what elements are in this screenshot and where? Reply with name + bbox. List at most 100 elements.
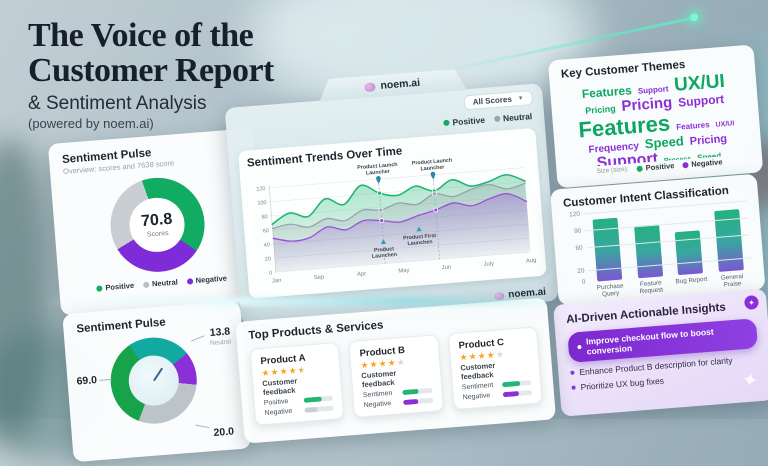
bar-track [501, 380, 532, 388]
bar-fill [501, 380, 521, 388]
svg-text:Apr: Apr [357, 271, 367, 278]
svg-text:100: 100 [257, 200, 267, 207]
product-card: Product A ★★★★★ Customer feedback Positive N… [249, 341, 345, 426]
svg-text:Jun: Jun [441, 265, 451, 272]
callout-line [190, 335, 205, 342]
svg-text:Aug: Aug [526, 258, 537, 265]
intent-x-label: Feature Request [639, 279, 664, 296]
dashboard-scene: Sentiment Pulse Overview: scores and 763… [61, 44, 768, 444]
sparkle-badge-icon: ✦ [743, 294, 759, 310]
bullet-dot-icon [577, 344, 582, 350]
product-sentiment-bar: Negative [264, 405, 334, 417]
intent-bar [675, 230, 704, 276]
scores-filter-dropdown[interactable]: All Scores ▼ [463, 90, 534, 111]
browser-tab[interactable]: noem.ai [318, 68, 467, 102]
bar-label: Positive [263, 398, 289, 408]
legend-dot-icon [142, 281, 150, 288]
brand-name: noem.ai [380, 76, 421, 92]
report-title: The Voice of the Customer Report [28, 17, 274, 90]
bar-label: Sentiment [461, 381, 494, 392]
svg-text:May: May [398, 268, 410, 275]
bar-fill [403, 398, 419, 406]
bar-fill [304, 406, 319, 413]
intent-classification-card: Customer Intent Classification 0 20 60 90 12… [550, 173, 766, 306]
theme-word-cloud: Features Support UX/UIPricing Pricing Suppor… [562, 70, 750, 169]
legend-item: Positive [96, 281, 134, 293]
decorative-light-beam [40, 297, 560, 306]
star-icon: ★ [495, 348, 506, 360]
bullet-dot-icon [570, 370, 575, 375]
bar-track [403, 397, 434, 406]
trends-line-chart: 0 20 40 60 80 100 120 Jan Sep Apr May Jun July Aug Pro… [256, 158, 537, 285]
legend-item: Positive [443, 115, 485, 128]
svg-text:Product Launch: Product Launch [412, 158, 453, 167]
trends-chart-card: Sentiment Trends Over Time 0 20 40 60 80 100 1… [238, 127, 547, 299]
legend-dot-icon [186, 277, 193, 285]
svg-text:Launchen: Launchen [407, 239, 432, 247]
bar-track [303, 395, 334, 403]
svg-text:Launcher: Launcher [420, 164, 444, 172]
gauge-callout-neutral: 13.8 Neutral [209, 325, 232, 348]
theme-word: Pricing [689, 133, 728, 148]
svg-text:Product First: Product First [403, 233, 437, 242]
theme-word: Support [677, 92, 725, 110]
legend-item: Neutral [493, 111, 533, 124]
product-card: Product B ★★★★★ Customer feedback Sentimen N… [348, 334, 444, 418]
trends-panel: noem.ai All Scores ▼ Positive Neutral Sen… [224, 83, 559, 326]
report-title-block: The Voice of the Customer Report & Senti… [28, 18, 274, 131]
legend-item: Negative [186, 274, 227, 286]
legend-dot-icon [493, 115, 501, 123]
intent-y-tick: 60 [575, 244, 583, 253]
legend-dot-icon [96, 284, 103, 292]
bar-label: Negative [264, 407, 293, 417]
svg-text:40: 40 [264, 242, 271, 248]
legend-item: Positive [636, 161, 675, 173]
svg-text:Product: Product [374, 246, 395, 254]
bar-label: Sentimen [362, 389, 393, 400]
scores-filter-label: All Scores [472, 94, 513, 107]
powered-by-label: (powered by noem.ai) [28, 115, 154, 131]
legend-dot-icon [636, 165, 643, 172]
top-products-card: Top Products & Services Product A ★★★★★ Cu… [235, 297, 557, 444]
product-sentiment-bar: Negative [462, 389, 533, 401]
bar-fill [502, 390, 520, 398]
legend-item: Negative [682, 157, 723, 169]
svg-text:120: 120 [256, 186, 266, 193]
key-themes-card: Key Customer Themes Features Support UX/UI… [547, 44, 764, 189]
gauge-callout-caption: Neutral [209, 338, 232, 348]
legend-item: Neutral [142, 277, 178, 289]
theme-word: UX/UI [673, 70, 726, 96]
product-card: Product C ★★★★★ Customer feedback Sentiment… [447, 326, 543, 411]
star-icon: ★ [297, 364, 308, 376]
svg-text:July: July [483, 261, 494, 268]
sentiment-score-label: Scores [146, 229, 169, 239]
theme-word: UX/UI [715, 119, 735, 129]
sentiment-legend: Positive Neutral Negative [72, 272, 251, 295]
bar-fill [303, 396, 323, 403]
bullet-dot-icon [571, 385, 576, 390]
svg-text:Product Launch: Product Launch [357, 162, 398, 171]
sentiment-pulse-gauge-title: Sentiment Pulse [76, 316, 167, 336]
svg-text:20: 20 [265, 256, 272, 262]
intent-y-tick: 20 [576, 267, 585, 275]
bar-track [402, 387, 433, 396]
gauge-callout-other: 20.0 [213, 425, 235, 440]
report-subtitle: & Sentiment Analysis [28, 92, 207, 114]
intent-y-tick: 90 [573, 227, 582, 236]
callout-line [195, 424, 210, 429]
theme-word: Speed [644, 133, 685, 152]
svg-text:80: 80 [261, 214, 268, 220]
sentiment-score-value: 70.8 [140, 210, 173, 230]
intent-x-label: Purchase Query [596, 282, 624, 299]
bar-track [304, 405, 334, 413]
bar-label: Negative [363, 400, 392, 410]
intent-y-tick: 0 [581, 278, 586, 286]
legend-dot-icon [682, 161, 689, 168]
ai-insights-list: Improve checkout flow to boost conversio… [567, 318, 760, 393]
intent-x-label: General Praise [720, 273, 744, 289]
brain-logo-icon [364, 82, 376, 92]
star-icon: ★ [396, 356, 407, 368]
bar-fill [402, 388, 420, 396]
gauge-callout-positive: 69.0 [76, 374, 98, 388]
sentiment-gauge-donut [107, 334, 200, 427]
